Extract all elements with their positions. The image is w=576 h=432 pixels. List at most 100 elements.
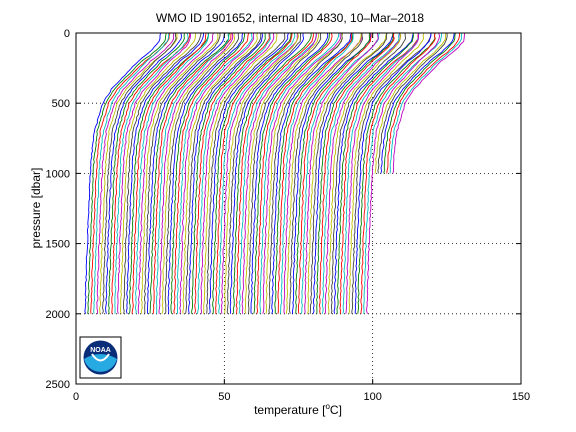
temperature-profile-line — [271, 33, 352, 314]
temperature-profile-line — [268, 33, 343, 314]
x-axis-label-main: temperature [ — [254, 403, 326, 417]
temperature-profile-line — [336, 33, 414, 314]
temperature-profile-line — [392, 33, 466, 174]
temperature-profile-line — [377, 33, 448, 174]
temperature-profile-line — [309, 33, 388, 314]
axes-background — [76, 33, 521, 384]
logo-gull — [91, 353, 110, 362]
temperature-profile-line — [191, 33, 266, 314]
temperature-profile-line — [215, 33, 293, 314]
temperature-profile-line — [386, 33, 461, 174]
temperature-profile-line — [348, 33, 425, 314]
temperature-profile-line — [170, 33, 245, 314]
x-tick-label: 50 — [218, 391, 230, 403]
temperature-profile-line — [90, 33, 171, 314]
temperature-profile-line — [84, 33, 161, 314]
temperature-profile-line — [244, 33, 320, 314]
temperature-profile-line — [312, 33, 394, 314]
temperature-profile-line — [285, 33, 362, 314]
temperature-profile-line — [206, 33, 286, 314]
logo-wave — [84, 354, 117, 372]
temperature-profile-line — [235, 33, 314, 314]
temperature-profile-line — [363, 33, 443, 314]
temperature-profile-line — [283, 33, 363, 314]
temperature-profile-line — [277, 33, 353, 314]
temperature-profile-line — [327, 33, 402, 314]
temperature-profile-line — [185, 33, 262, 314]
temperature-profile-line — [188, 33, 263, 314]
grid — [76, 33, 521, 384]
x-tick-label: 0 — [73, 391, 79, 403]
temperature-profile-line — [179, 33, 255, 314]
temperature-profile-line — [114, 33, 189, 314]
temperature-profile-line — [197, 33, 271, 314]
temperature-profile-line — [93, 33, 170, 314]
temperature-profile-line — [360, 33, 436, 314]
temperature-profile-line — [357, 33, 436, 314]
x-tick-label: 150 — [512, 391, 530, 403]
temperature-profile-line — [318, 33, 395, 314]
x-axis-label-unit: C] — [330, 403, 342, 417]
temperature-profile-line — [306, 33, 387, 314]
y-tick-label: 1000 — [46, 168, 70, 180]
temperature-profile-line — [291, 33, 372, 314]
temperature-profile-line — [149, 33, 230, 314]
temperature-profile-line — [96, 33, 175, 314]
temperature-profile-line — [200, 33, 275, 314]
temperature-profile-line — [295, 33, 371, 314]
temperature-profile-line — [158, 33, 234, 314]
temperature-profile-line — [125, 33, 205, 314]
temperature-profile-line — [238, 33, 317, 314]
temperature-profile-line — [155, 33, 230, 314]
temperature-profile-line — [137, 33, 214, 314]
temperature-profile-line — [342, 33, 420, 314]
y-tick-label: 2500 — [46, 379, 70, 391]
temperature-profile-line — [247, 33, 322, 314]
y-tick-label: 2000 — [46, 309, 70, 321]
axes-box — [75, 32, 522, 385]
temperature-profile-line — [140, 33, 219, 314]
temperature-profile-line — [389, 33, 463, 174]
temperature-profile-line — [134, 33, 210, 314]
y-tick-label: 0 — [64, 28, 70, 40]
temperature-profile-line — [173, 33, 250, 314]
temperature-profile-line — [330, 33, 407, 314]
y-tick-label: 1500 — [46, 239, 70, 251]
temperature-profile-line — [161, 33, 235, 314]
y-tick-label: 500 — [52, 98, 70, 110]
temperature-profile-line — [182, 33, 258, 314]
temperature-profile-line — [152, 33, 232, 314]
temperature-profile-line — [229, 33, 305, 314]
temperature-profile-line — [117, 33, 192, 314]
temperature-profile-line — [316, 33, 394, 314]
x-axis-label: temperature [oC] — [254, 402, 342, 417]
temperature-profile-line — [250, 33, 329, 314]
temperature-profile-line — [226, 33, 301, 314]
temperature-profile-line — [99, 33, 178, 314]
temperature-profile-line — [333, 33, 414, 314]
x-tick-label: 100 — [363, 391, 381, 403]
x-axis-label-degree: o — [325, 402, 330, 411]
temperature-profile-line — [256, 33, 333, 314]
profile-series — [84, 33, 466, 314]
temperature-profile-line — [167, 33, 244, 314]
temperature-profile-line — [87, 33, 167, 314]
temperature-profile-line — [102, 33, 177, 314]
temperature-profile-line — [120, 33, 197, 314]
noaa-logo: NOAA — [79, 336, 122, 379]
temperature-profile-line — [383, 33, 456, 174]
temperature-profile-line — [274, 33, 354, 314]
temperature-profile-line — [262, 33, 341, 314]
temperature-profile-line — [202, 33, 278, 314]
temperature-profile-line — [209, 33, 289, 314]
temperature-profile-line — [265, 33, 344, 314]
temperature-profile-line — [220, 33, 298, 314]
y-axis-label: pressure [dbar] — [29, 168, 43, 249]
temperature-profile-line — [111, 33, 191, 314]
temperature-profile-line — [300, 33, 380, 314]
temperature-profile-line — [241, 33, 317, 314]
temperature-profile-line — [304, 33, 379, 314]
temperature-profile-line — [233, 33, 312, 314]
